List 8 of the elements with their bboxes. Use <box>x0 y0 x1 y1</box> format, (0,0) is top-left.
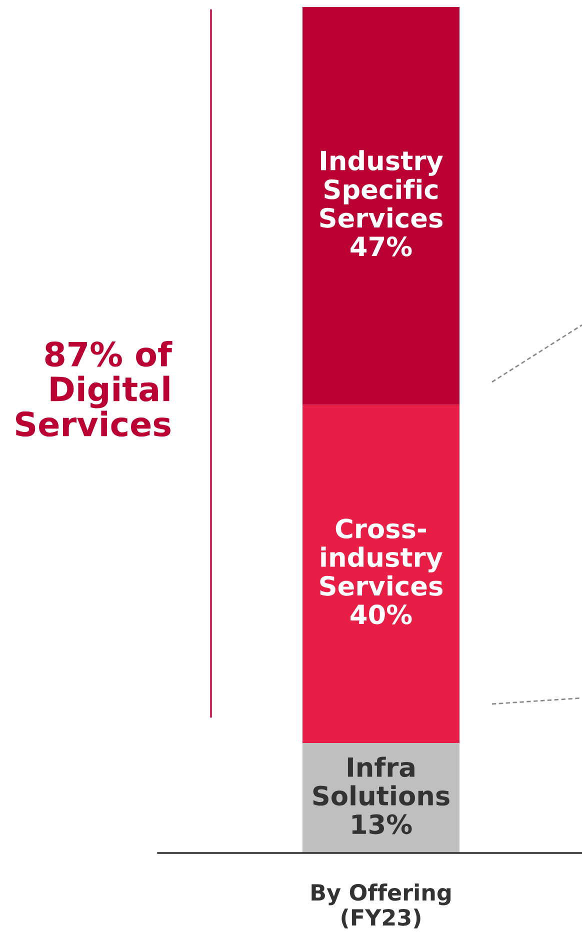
text: 87% of Digital Services <box>16 340 172 437</box>
data-label: 13% <box>352 814 412 834</box>
data-label: 40% <box>350 604 412 624</box>
data-label: 47% <box>350 236 412 256</box>
x-tick-label: By Offering (FY23) <box>312 884 451 928</box>
series-label: Cross- industry Services <box>320 518 443 596</box>
series-label: Industry Specific Services <box>320 150 443 228</box>
series-label: Infra Solutions <box>313 756 450 806</box>
